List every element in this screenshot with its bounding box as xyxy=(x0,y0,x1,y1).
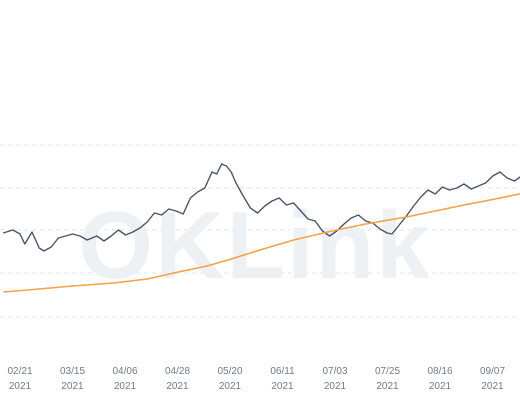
x-tick-year-2: 2021 xyxy=(61,381,84,392)
x-tick-date-4: 04/28 xyxy=(165,366,190,377)
x-tick-year-10: 2021 xyxy=(481,381,504,392)
x-tick-year-6: 2021 xyxy=(271,381,294,392)
grid-lines xyxy=(0,144,520,318)
x-tick-year-7: 2021 xyxy=(324,381,347,392)
series-line-2 xyxy=(3,193,520,293)
x-tick-date-6: 06/11 xyxy=(270,366,295,377)
x-tick-date-7: 07/03 xyxy=(322,366,347,377)
x-tick-date-10: 09/07 xyxy=(480,366,505,377)
x-tick-year-3: 2021 xyxy=(114,381,137,392)
x-tick-year-8: 2021 xyxy=(376,381,399,392)
x-tick-date-1: 02/21 xyxy=(7,366,32,377)
x-tick-year-9: 2021 xyxy=(429,381,452,392)
x-tick-date-2: 03/15 xyxy=(60,366,85,377)
series-lines xyxy=(2,163,520,293)
x-tick-date-9: 08/16 xyxy=(427,366,452,377)
x-tick-year-4: 2021 xyxy=(166,381,189,392)
x-tick-date-3: 04/06 xyxy=(112,366,137,377)
x-tick-year-1: 2021 xyxy=(9,381,32,392)
x-axis: 02/21 2021 03/15 2021 04/06 2021 04/28 2021 05/2… xyxy=(7,366,505,392)
series-line-1 xyxy=(2,163,520,252)
watermark-text: OKLink xyxy=(78,192,431,299)
x-tick-date-8: 07/25 xyxy=(375,366,400,377)
x-tick-year-5: 2021 xyxy=(219,381,242,392)
x-tick-date-5: 05/20 xyxy=(217,366,242,377)
